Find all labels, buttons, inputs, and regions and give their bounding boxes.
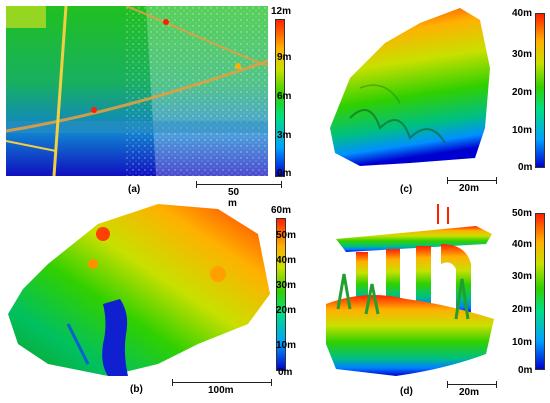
colorbar-d xyxy=(535,213,545,370)
colorbar-tick: 60m xyxy=(271,205,292,216)
colorbar-tick: 0m xyxy=(277,168,292,179)
colorbar-tick: 50m xyxy=(512,208,533,219)
colorbar-tick: 30m xyxy=(276,280,297,291)
scale-bar-label-a: 50 m xyxy=(228,187,240,209)
panel-label-c: (c) xyxy=(400,184,413,195)
colorbar-tick: 3m xyxy=(277,130,292,141)
scale-bar-label-d: 20m xyxy=(459,387,480,398)
colorbar-a xyxy=(275,19,285,177)
scale-bar-c xyxy=(447,177,497,187)
colorbar-tick: 10m xyxy=(512,337,533,348)
scale-bar-label-b: 100m xyxy=(208,385,234,396)
colorbar-tick: 0m xyxy=(518,365,533,376)
colorbar-tick: 40m xyxy=(512,239,533,250)
colorbar-tick: 9m xyxy=(277,52,292,63)
colorbar-tick: 10m xyxy=(276,340,297,351)
colorbar-tick: 6m xyxy=(277,91,292,102)
colorbar-tick: 40m xyxy=(276,255,297,266)
point-cloud-road-scene xyxy=(6,6,268,176)
scale-bar-a xyxy=(196,181,282,191)
colorbar-tick: 0m xyxy=(518,162,533,173)
colorbar-tick: 40m xyxy=(512,8,533,19)
point-cloud-forest-slope xyxy=(330,8,490,166)
colorbar-tick: 20m xyxy=(512,87,533,98)
colorbar-tick: 50m xyxy=(276,230,297,241)
colorbar-tick: 20m xyxy=(276,305,297,316)
panel-label-b: (b) xyxy=(130,384,143,395)
scale-bar-label-c: 20m xyxy=(459,183,480,194)
point-cloud-bridge xyxy=(326,204,494,376)
colorbar-tick: 10m xyxy=(512,125,533,136)
scale-bar-b xyxy=(172,379,272,389)
scale-bar-d xyxy=(447,381,497,391)
panel-label-a: (a) xyxy=(128,184,141,195)
panel-label-d: (d) xyxy=(400,386,413,397)
colorbar-tick: 12m xyxy=(271,6,292,17)
colorbar-c xyxy=(535,13,545,168)
colorbar-tick: 20m xyxy=(512,304,533,315)
colorbar-tick: 0m xyxy=(278,367,293,378)
colorbar-b xyxy=(276,218,286,371)
colorbar-tick: 30m xyxy=(512,49,533,60)
colorbar-tick: 30m xyxy=(512,271,533,282)
point-cloud-valley-forest xyxy=(8,204,270,376)
